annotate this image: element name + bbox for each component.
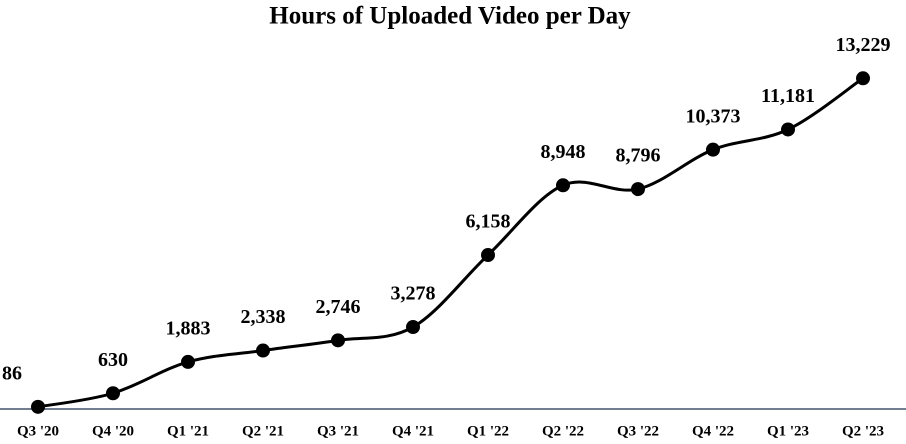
x-tick-label: Q3 '21	[317, 423, 359, 439]
data-label: 2,746	[316, 296, 361, 318]
point	[31, 399, 45, 414]
point	[781, 122, 795, 137]
x-tick-label: Q1 '22	[467, 423, 509, 439]
point	[556, 178, 570, 193]
point	[631, 182, 645, 197]
line	[37, 77, 864, 409]
point	[256, 343, 270, 358]
data-label: 1,883	[166, 318, 211, 340]
data-label: 3,278	[391, 283, 436, 305]
point	[331, 333, 345, 348]
data-label: 2,338	[241, 306, 286, 328]
data-label: 86	[2, 362, 22, 384]
x-tick-label: Q1 '23	[767, 423, 809, 439]
x-tick-label: Q1 '21	[167, 423, 209, 439]
point	[706, 142, 720, 157]
x-tick-label: Q3 '22	[617, 423, 659, 439]
data-label: 13,229	[836, 34, 891, 56]
data-label: 630	[98, 349, 128, 371]
x-tick-label: Q2 '22	[542, 423, 584, 439]
x-tick-label: Q4 '20	[92, 423, 134, 439]
x-tick-label: Q4 '22	[692, 423, 734, 439]
data-label: 10,373	[686, 105, 741, 127]
point	[106, 386, 120, 401]
data-label: 8,948	[541, 141, 586, 163]
data-label: 8,796	[616, 145, 661, 167]
data-label: 11,181	[761, 85, 815, 107]
data-label: 6,158	[466, 211, 511, 233]
point	[856, 71, 870, 86]
x-tick-label: Q4 '21	[392, 423, 434, 439]
chart-title: Hours of Uploaded Video per Day	[269, 3, 631, 30]
point	[181, 354, 195, 369]
x-tick-label: Q3 '20	[17, 423, 59, 439]
point	[481, 248, 495, 263]
x-tick-label: Q2 '21	[242, 423, 284, 439]
x-tick-label: Q2 '23	[842, 423, 884, 439]
point	[406, 320, 420, 335]
